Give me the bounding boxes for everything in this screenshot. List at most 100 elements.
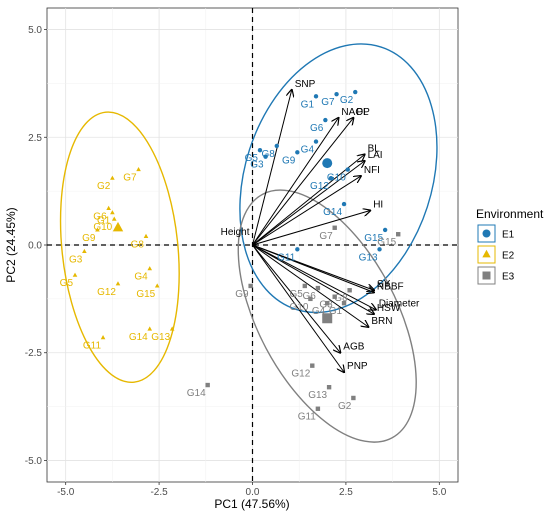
point-e2-g14	[147, 326, 153, 331]
point-e3-g7	[332, 225, 337, 230]
x-tick-label: 2.5	[339, 487, 353, 498]
x-axis-title: PC1 (47.56%)	[214, 497, 289, 511]
point-label-e3-g1: G1	[329, 306, 343, 317]
point-label-e1-g8: G8	[261, 149, 275, 160]
point-label-e2-g10: G10	[93, 222, 112, 233]
loading-arrow-nfi	[252, 176, 361, 246]
point-e2-g15	[154, 283, 160, 288]
point-e1-g8	[274, 143, 279, 149]
point-label-e2-g7: G7	[123, 173, 137, 184]
point-e2-g5	[72, 272, 78, 277]
point-label-e2-g4: G4	[134, 272, 148, 283]
point-e3-g1	[341, 300, 347, 306]
point-e1-g2	[353, 89, 358, 95]
y-tick-label: 2.5	[28, 133, 42, 144]
point-e3-g11	[315, 406, 321, 411]
point-label-e2-g1: G1	[97, 216, 111, 227]
loading-arrow-lai	[252, 161, 365, 246]
point-e3-g14	[205, 382, 210, 388]
point-e2-g1	[110, 210, 115, 215]
point-e2-g3	[82, 248, 87, 254]
point-e1-g9	[295, 150, 300, 155]
genotype-points: G1 G2G3G4G5G6G7G8G9G10G11G12G13G14G15G1G2…	[60, 89, 401, 423]
point-label-e2-g9: G9	[82, 233, 96, 244]
loading-label-nfi: NFI	[364, 165, 380, 176]
point-label-e3-g5: G5	[289, 289, 303, 300]
loading-label-snp: SNP	[295, 79, 316, 90]
loading-label-hsw: HSW	[377, 303, 401, 314]
loading-arrow-nbbf	[252, 244, 374, 292]
point-e3-g10	[308, 296, 313, 302]
loading-arrow-diameter	[252, 244, 376, 310]
point-e1-g5	[257, 148, 263, 153]
loading-label-naop: NAOP	[341, 107, 370, 118]
loading-label-diameter: Diameter	[379, 299, 420, 310]
point-e2-g7	[136, 166, 141, 172]
point-label-e3-g2: G2	[338, 401, 352, 412]
point-label-e2-g2: G2	[97, 181, 111, 192]
loading-arrow-hsw	[252, 244, 374, 314]
point-label-e3-g12: G12	[291, 369, 310, 380]
point-e1-g3	[263, 154, 268, 159]
loading-label-height: Height	[221, 227, 250, 238]
loading-arrow-naop	[252, 118, 339, 246]
ellipse-e3	[237, 189, 417, 443]
point-e3-g13	[326, 385, 332, 390]
x-tick-label: 5.0	[432, 487, 446, 498]
loading-label-pl: PL	[356, 107, 369, 118]
point-e2-g4	[147, 266, 153, 271]
loading-arrow-brn	[252, 244, 369, 327]
point-e2-g11	[100, 335, 106, 340]
point-label-e1-g15: G15	[364, 233, 383, 244]
point-label-e1-g14: G14	[323, 207, 342, 218]
x-tick-label: -5.0	[57, 487, 75, 498]
point-label-e2-g8: G8	[131, 239, 145, 250]
loading-arrow-pl	[252, 118, 354, 246]
centroid-e1	[322, 158, 333, 169]
confidence-ellipses	[59, 43, 438, 443]
point-e3-g3	[332, 294, 337, 299]
point-label-e1-g3: G3	[250, 160, 264, 171]
point-e1-g15	[382, 227, 388, 233]
loading-label-brn: BRN	[371, 316, 392, 327]
y-tick-label: 0.0	[28, 241, 42, 252]
legend-label-e2: E2	[502, 251, 515, 262]
legend-label-e1: E1	[502, 230, 515, 241]
x-tick-label: -2.5	[150, 487, 168, 498]
y-tick-label: -5.0	[25, 456, 43, 467]
point-e3-g9	[248, 283, 253, 289]
loading-label-bl: BL	[368, 144, 381, 155]
loading-label-hi: HI	[373, 200, 383, 211]
point-label-e3-g4: G4	[312, 306, 326, 317]
ellipse-e1	[239, 43, 438, 314]
point-label-e1-g4: G4	[301, 145, 315, 156]
loading-label-lai: LAI	[368, 150, 383, 161]
point-label-e3-g15: G15	[377, 237, 396, 248]
point-label-e2-g5: G5	[60, 278, 74, 289]
loading-label-agb: AGB	[343, 342, 364, 353]
point-label-e3-g10: G10	[290, 302, 309, 313]
point-e3-g4	[325, 300, 330, 306]
point-label-e3-g14: G14	[187, 388, 206, 399]
point-label-e1-g2: G2	[340, 95, 354, 106]
loading-arrow-hi	[252, 211, 371, 246]
point-e1-g14	[341, 201, 347, 207]
legend-symbol-e3	[482, 271, 491, 280]
point-label-e1-g10: G10	[327, 173, 346, 184]
point-label-e1-g6: G6	[310, 123, 324, 134]
point-label-e1-g13: G13	[359, 252, 378, 263]
centroid-e2	[112, 221, 124, 232]
point-label-e3-g6: G6	[303, 291, 317, 302]
point-e1-g10	[345, 167, 350, 172]
loading-arrow-agb	[252, 244, 341, 353]
loading-label-pnp: PNP	[347, 361, 368, 372]
point-label-e3-g8: G8	[334, 293, 348, 304]
x-tick-label: 0.0	[246, 487, 260, 498]
point-e2-g13	[169, 326, 175, 331]
legend-label-e3: E3	[502, 272, 515, 283]
point-label-e1-g9: G9	[282, 155, 296, 166]
loading-arrow-pnp	[252, 244, 345, 372]
point-label-e2-g15: G15	[136, 289, 155, 300]
